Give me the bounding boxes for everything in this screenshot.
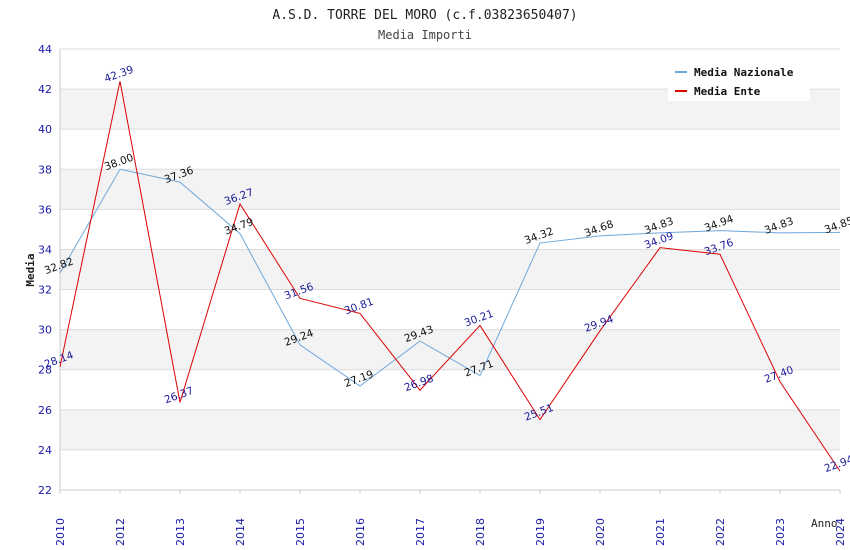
data-label: 34.68: [583, 218, 615, 240]
x-tick-label: 2022: [714, 518, 727, 546]
data-label: 34.83: [763, 215, 795, 237]
x-ticks: 2010 2012 2013 2014 2015 2016 2017 2018 2019 2020…: [54, 490, 847, 546]
data-label: 22.94: [823, 453, 850, 475]
data-label: 42.39: [103, 64, 135, 86]
data-label: 34.85: [823, 215, 850, 237]
data-label: 27.19: [343, 368, 375, 390]
x-tick-label: 2021: [654, 518, 667, 546]
data-label: 34.32: [523, 225, 555, 247]
y-tick-label: 42: [38, 83, 52, 96]
chart-title: A.S.D. TORRE DEL MORO (c.f.03823650407): [272, 8, 577, 23]
series-lines: [59, 81, 841, 472]
x-tick-label: 2012: [114, 518, 127, 546]
y-tick-label: 28: [38, 364, 52, 377]
y-tick-label: 32: [38, 284, 52, 297]
y-tick-label: 38: [38, 163, 52, 176]
grid-bands: [60, 89, 840, 450]
x-tick-label: 2023: [774, 518, 787, 546]
y-tick-label: 24: [38, 444, 52, 457]
legend: Media Nazionale Media Ente: [668, 58, 810, 101]
grid-band: [60, 409, 840, 450]
y-tick-label: 22: [38, 484, 52, 497]
data-label: 26.98: [403, 373, 435, 395]
y-tick-label: 26: [38, 404, 52, 417]
y-tick-label: 30: [38, 324, 52, 337]
x-axis-label: Anno: [811, 517, 838, 530]
data-label: 30.81: [343, 296, 375, 318]
y-tick-label: 34: [38, 243, 52, 256]
data-label: 26.37: [163, 385, 195, 407]
x-tick-label: 2016: [354, 518, 367, 546]
y-tick-label: 36: [38, 203, 52, 216]
y-tick-label: 44: [38, 43, 52, 56]
x-tick-label: 2010: [54, 518, 67, 546]
x-tick-label: 2019: [534, 518, 547, 546]
legend-background: [668, 58, 810, 101]
chart-subtitle: Media Importi: [378, 28, 472, 42]
grid-band: [60, 249, 840, 290]
x-tick-label: 2024: [834, 518, 847, 546]
x-tick-label: 2014: [234, 518, 247, 546]
legend-entry: Media Nazionale: [694, 66, 794, 79]
data-label: 34.79: [223, 216, 255, 238]
x-tick-label: 2013: [174, 518, 187, 546]
legend-entry: Media Ente: [694, 85, 761, 98]
grid-band: [60, 329, 840, 370]
series-line: [59, 81, 841, 472]
x-tick-label: 2017: [414, 518, 427, 546]
x-tick-label: 2018: [474, 518, 487, 546]
x-tick-label: 2015: [294, 518, 307, 546]
x-tick-label: 2020: [594, 518, 607, 546]
grid-band: [60, 169, 840, 210]
y-axis-label: Media: [24, 253, 37, 286]
y-ticks: 22 24 26 28 30 32 34 36 38 40 42 44: [38, 43, 52, 497]
axes: [59, 49, 840, 491]
y-tick-label: 40: [38, 123, 52, 136]
